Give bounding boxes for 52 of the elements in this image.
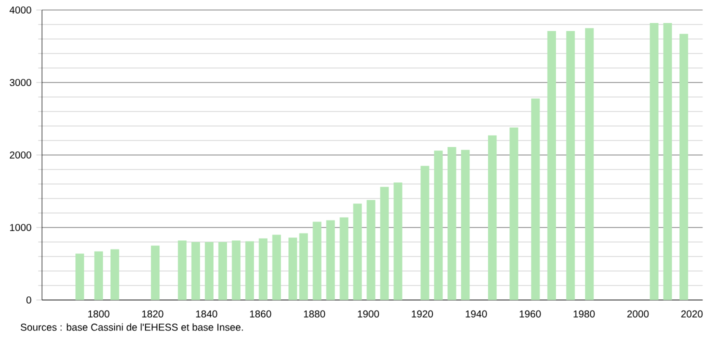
bar	[110, 249, 120, 300]
bar	[272, 234, 281, 300]
bar	[178, 240, 187, 300]
y-tick-label: 1000	[10, 224, 32, 232]
y-tick-label: 3000	[10, 78, 32, 86]
source-note: Sources : base Cassini de l'EHESS et base Insee.	[20, 323, 243, 331]
x-tick-label: 2020	[681, 310, 703, 318]
bar	[394, 182, 402, 300]
bar	[566, 31, 575, 300]
bar	[531, 98, 540, 300]
x-tick-label: 1980	[574, 310, 595, 318]
x-tick-label: 1820	[142, 310, 164, 318]
bar	[288, 238, 298, 300]
x-tick-label: 1900	[358, 310, 380, 318]
bar	[326, 220, 335, 300]
bar	[663, 23, 672, 300]
bar	[75, 254, 84, 300]
bar	[218, 242, 227, 300]
bar	[650, 23, 658, 300]
x-tick-label: 1960	[520, 310, 541, 318]
bar	[232, 240, 240, 300]
x-tick-label: 2000	[627, 310, 649, 318]
bar	[312, 222, 322, 300]
bar	[299, 233, 308, 300]
bar	[245, 241, 254, 300]
bar	[679, 34, 688, 300]
bar	[434, 150, 443, 300]
bar	[448, 147, 456, 300]
y-tick-label: 2000	[10, 151, 32, 159]
bar	[150, 246, 160, 300]
x-tick-label: 1840	[196, 310, 218, 318]
bar	[353, 204, 362, 300]
bar	[380, 186, 389, 300]
bar	[366, 200, 376, 300]
bar	[204, 242, 214, 300]
bar	[258, 238, 268, 300]
x-tick-label: 1940	[466, 310, 487, 318]
y-tick-label: 0	[26, 296, 32, 304]
x-tick-label: 1800	[88, 310, 110, 318]
bar	[488, 135, 497, 300]
x-tick-label: 1880	[304, 310, 326, 318]
bar	[510, 127, 518, 300]
bar	[94, 251, 103, 300]
bar	[191, 242, 200, 300]
x-tick-label: 1920	[412, 310, 433, 318]
bar	[461, 150, 470, 300]
y-tick-label: 4000	[10, 6, 32, 14]
bar	[340, 217, 348, 300]
x-tick-label: 1860	[250, 310, 272, 318]
bar	[420, 166, 430, 300]
bar	[585, 28, 594, 300]
bar	[547, 31, 556, 300]
